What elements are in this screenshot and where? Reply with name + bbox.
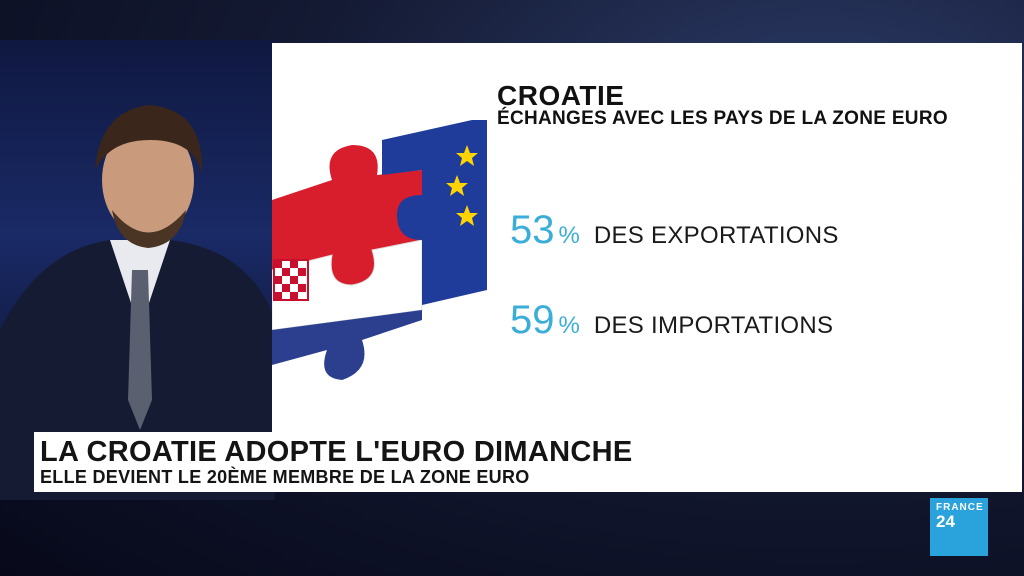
stat-imports-unit: %: [558, 312, 580, 339]
graphic-title: CROATIE: [497, 80, 625, 111]
stat-imports-value: 59: [510, 298, 555, 342]
stat-imports-label: DES IMPORTATIONS: [593, 312, 834, 339]
graphic-subtitle: ÉCHANGES AVEC LES PAYS DE LA ZONE EURO: [497, 108, 948, 129]
stat-exports-label: DES EXPORTATIONS: [593, 222, 839, 249]
stat-exports: 53 % DES EXPORTATIONS: [510, 208, 839, 253]
logo-line2: 24: [936, 512, 955, 531]
france24-logo: FRANCE 24: [930, 498, 988, 556]
stat-exports-unit: %: [558, 222, 580, 249]
lower-third-banner: [34, 432, 1022, 492]
stat-exports-value: 53: [510, 208, 555, 252]
lower-third-subline: ELLE DEVIENT LE 20ÈME MEMBRE DE LA ZONE …: [40, 467, 530, 487]
stat-imports: 59 % DES IMPORTATIONS: [510, 298, 833, 343]
logo-line1: FRANCE: [936, 502, 984, 513]
croatia-eu-puzzle-icon: [272, 120, 487, 380]
lower-third-headline: LA CROATIE ADOPTE L'EURO DIMANCHE: [40, 436, 633, 468]
